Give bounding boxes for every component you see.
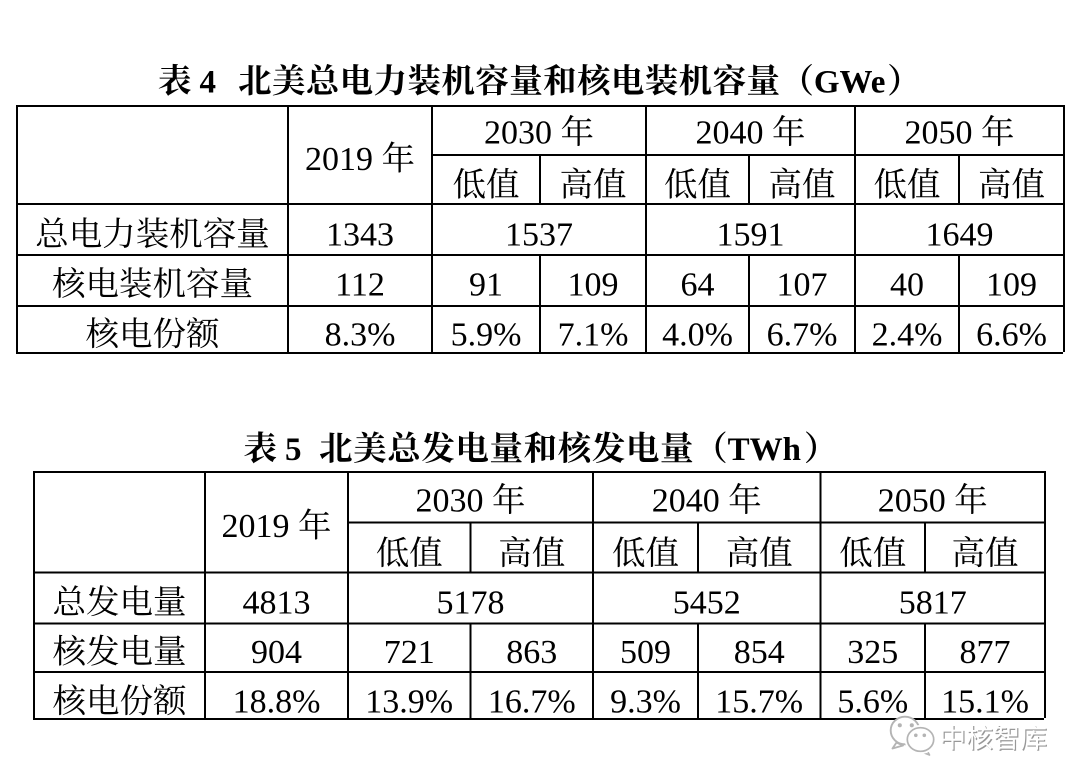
svg-text:9.3%: 9.3% [610,684,681,721]
svg-text:112: 112 [335,266,385,303]
svg-text:5452: 5452 [673,585,741,622]
svg-text:4813: 4813 [243,585,311,622]
svg-text:877: 877 [960,634,1011,671]
svg-text:4.0%: 4.0% [662,317,733,354]
svg-text:721: 721 [384,634,435,671]
svg-text:5.9%: 5.9% [451,317,522,354]
svg-text:904: 904 [251,634,302,671]
svg-text:18.8%: 18.8% [233,684,321,721]
svg-text:5.6%: 5.6% [837,684,908,721]
svg-text:2050: 2050 [905,115,973,152]
svg-text:109: 109 [568,266,619,303]
svg-text:509: 509 [620,634,671,671]
svg-text:2040: 2040 [696,115,764,152]
svg-text:7.1%: 7.1% [558,317,629,354]
svg-text:6.6%: 6.6% [976,317,1047,354]
svg-text:TWh: TWh [728,432,801,468]
svg-text:40: 40 [890,266,924,303]
svg-text:1649: 1649 [926,217,994,254]
svg-text:2.4%: 2.4% [872,317,943,354]
svg-text:16.7%: 16.7% [488,684,576,721]
svg-text:15.1%: 15.1% [941,684,1029,721]
svg-text:1343: 1343 [326,217,394,254]
svg-text:5817: 5817 [899,585,967,622]
svg-text:2019: 2019 [305,141,373,178]
svg-text:2050: 2050 [878,483,946,520]
svg-text:325: 325 [847,634,898,671]
svg-text:2040: 2040 [652,483,720,520]
svg-text:8.3%: 8.3% [325,317,396,354]
svg-text:6.7%: 6.7% [767,317,838,354]
svg-text:64: 64 [681,266,715,303]
svg-text:2019: 2019 [222,508,290,545]
svg-text:4: 4 [200,65,217,101]
svg-text:13.9%: 13.9% [365,684,453,721]
svg-text:5: 5 [285,432,302,468]
svg-text:5178: 5178 [437,585,505,622]
svg-text:109: 109 [986,266,1037,303]
svg-text:1537: 1537 [505,217,573,254]
svg-text:2030: 2030 [484,115,552,152]
svg-text:1591: 1591 [717,217,785,254]
svg-text:2030: 2030 [416,483,484,520]
svg-text:854: 854 [734,634,785,671]
svg-text:GWe: GWe [814,65,886,101]
svg-text:107: 107 [777,266,828,303]
svg-text:91: 91 [469,266,503,303]
svg-text:15.7%: 15.7% [715,684,803,721]
svg-text:863: 863 [506,634,557,671]
